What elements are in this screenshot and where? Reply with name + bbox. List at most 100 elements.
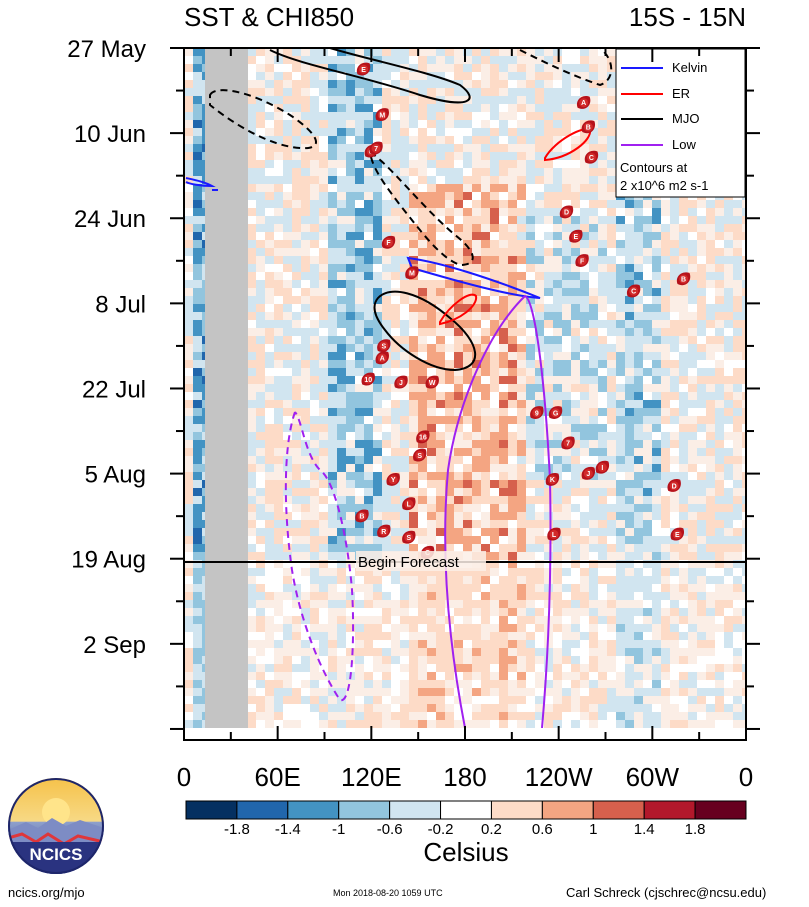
- sst-cell: [580, 504, 589, 512]
- sst-cell: [427, 280, 436, 288]
- sst-cell: [355, 480, 364, 488]
- sst-cell: [391, 496, 400, 504]
- sst-cell: [274, 688, 283, 696]
- sst-cell: [733, 296, 742, 304]
- sst-cell: [445, 656, 454, 664]
- sst-cell: [301, 184, 310, 192]
- sst-cell: [463, 288, 472, 296]
- storm-marker: W: [425, 375, 439, 389]
- sst-cell: [382, 536, 391, 544]
- sst-cell: [517, 640, 526, 648]
- sst-cell: [571, 352, 580, 360]
- sst-cell: [625, 664, 634, 672]
- sst-cell: [436, 144, 445, 152]
- sst-cell: [283, 480, 292, 488]
- sst-cell: [499, 248, 508, 256]
- sst-cell: [670, 424, 679, 432]
- sst-cell: [634, 568, 643, 576]
- x-tick-label: 0: [177, 762, 191, 792]
- sst-cell: [616, 432, 625, 440]
- sst-cell: [634, 648, 643, 656]
- sst-cell: [355, 576, 364, 584]
- sst-cell: [706, 400, 715, 408]
- sst-cell: [427, 680, 436, 688]
- sst-cell: [607, 672, 616, 680]
- sst-cell: [355, 520, 364, 528]
- sst-cell: [328, 336, 337, 344]
- sst-cell: [688, 240, 697, 248]
- sst-cell: [256, 592, 265, 600]
- sst-cell: [679, 368, 688, 376]
- sst-cell: [526, 480, 535, 488]
- sst-cell: [499, 680, 508, 688]
- sst-cell: [589, 272, 598, 280]
- sst-cell: [454, 128, 463, 136]
- sst-cell: [328, 120, 337, 128]
- sst-cell: [247, 448, 256, 456]
- sst-cell: [409, 544, 418, 552]
- sst-cell: [553, 184, 562, 192]
- sst-cell: [382, 576, 391, 584]
- sst-cell: [463, 384, 472, 392]
- sst-cell: [490, 192, 499, 200]
- sst-cell: [292, 368, 301, 376]
- sst-cell: [292, 680, 301, 688]
- storm-core: [404, 532, 414, 542]
- sst-cell: [373, 104, 382, 112]
- sst-cell: [193, 200, 202, 208]
- sst-cell: [715, 232, 724, 240]
- sst-cell: [265, 680, 274, 688]
- sst-cell: [535, 432, 544, 440]
- sst-cell: [337, 280, 346, 288]
- sst-cell: [634, 312, 643, 320]
- sst-cell: [265, 280, 274, 288]
- sst-cell: [472, 216, 481, 224]
- sst-cell: [418, 648, 427, 656]
- sst-cell: [400, 160, 409, 168]
- sst-cell: [652, 568, 661, 576]
- sst-cell: [463, 512, 472, 520]
- sst-cell: [319, 240, 328, 248]
- sst-cell: [292, 544, 301, 552]
- sst-cell: [625, 616, 634, 624]
- sst-cell: [310, 240, 319, 248]
- sst-cell: [355, 624, 364, 632]
- sst-cell: [184, 712, 193, 720]
- sst-cell: [445, 352, 454, 360]
- sst-cell: [724, 536, 733, 544]
- sst-cell: [544, 120, 553, 128]
- sst-cell: [472, 352, 481, 360]
- sst-cell: [193, 48, 202, 56]
- sst-cell: [319, 376, 328, 384]
- sst-cell: [535, 608, 544, 616]
- sst-cell: [436, 288, 445, 296]
- sst-cell: [445, 368, 454, 376]
- sst-cell: [400, 328, 409, 336]
- sst-cell: [661, 256, 670, 264]
- sst-cell: [598, 568, 607, 576]
- sst-cell: [688, 200, 697, 208]
- sst-cell: [670, 392, 679, 400]
- sst-cell: [436, 632, 445, 640]
- sst-cell: [319, 512, 328, 520]
- x-tick-label: 60W: [626, 762, 680, 792]
- sst-cell: [544, 192, 553, 200]
- sst-cell: [355, 360, 364, 368]
- sst-cell: [526, 464, 535, 472]
- sst-cell: [643, 704, 652, 712]
- sst-cell: [679, 504, 688, 512]
- sst-cell: [661, 368, 670, 376]
- footer-url[interactable]: ncics.org/mjo: [8, 885, 85, 900]
- sst-cell: [724, 480, 733, 488]
- sst-cell: [517, 104, 526, 112]
- sst-cell: [589, 240, 598, 248]
- sst-cell: [706, 248, 715, 256]
- sst-cell: [598, 392, 607, 400]
- sst-cell: [193, 136, 202, 144]
- sst-cell: [247, 264, 256, 272]
- sst-cell: [607, 336, 616, 344]
- sst-cell: [634, 208, 643, 216]
- sst-cell: [337, 616, 346, 624]
- sst-cell: [346, 264, 355, 272]
- footer-author[interactable]: Carl Schreck (cjschrec@ncsu.edu): [566, 885, 767, 900]
